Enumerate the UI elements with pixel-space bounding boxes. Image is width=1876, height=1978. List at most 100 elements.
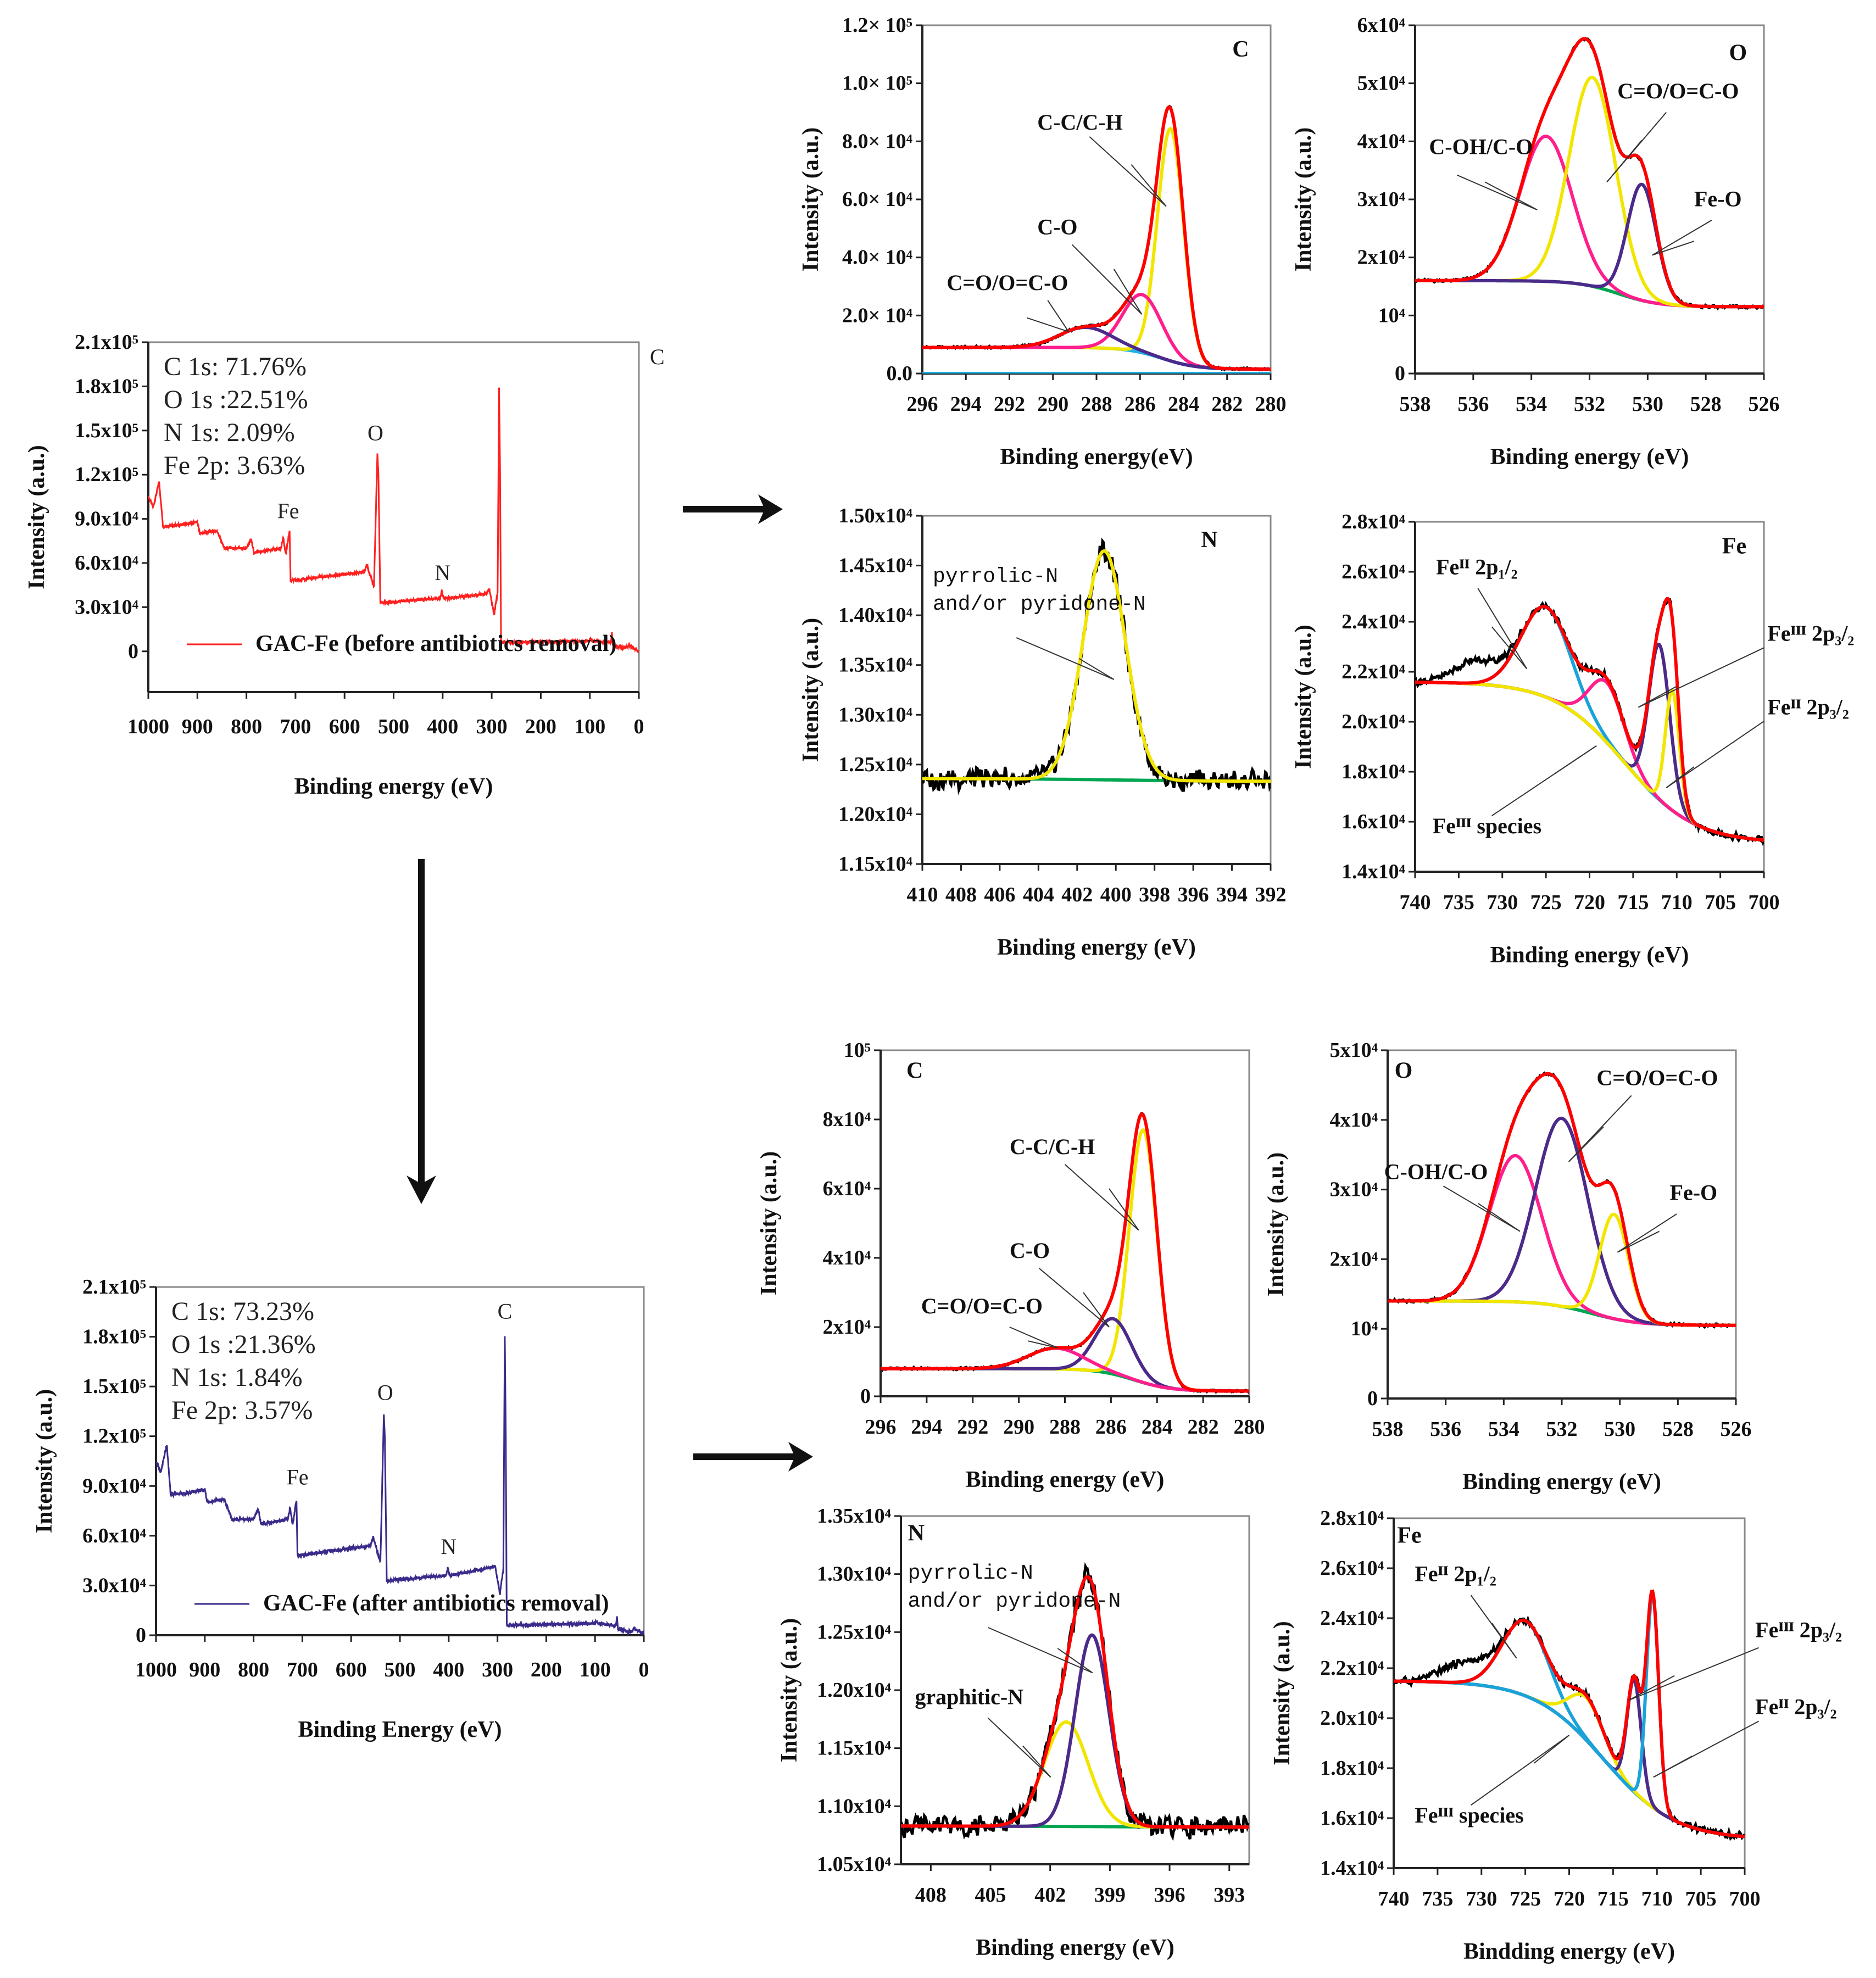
y-tick-label: 1.25x10⁴ bbox=[838, 753, 913, 776]
arrow-right-bottom bbox=[693, 1442, 813, 1472]
peak-annotation: C=O/O=C-O bbox=[921, 1294, 1043, 1318]
x-tick-label: 720 bbox=[1574, 891, 1605, 914]
annotation-leader-line bbox=[1628, 1675, 1675, 1701]
annotation-leader-line bbox=[1083, 1292, 1110, 1328]
x-tick-label: 400 bbox=[427, 715, 458, 738]
y-tick-label: 1.45x10⁴ bbox=[838, 554, 913, 577]
y-tick-label: 4x10⁴ bbox=[1330, 1108, 1378, 1132]
composition-label: O 1s :22.51% bbox=[164, 385, 308, 414]
x-tick-label: 538 bbox=[1372, 1418, 1404, 1441]
annotation-leader-line bbox=[1071, 244, 1143, 315]
x-tick-label: 730 bbox=[1466, 1887, 1497, 1910]
y-axis-title: Intensity (a.u.) bbox=[1270, 1621, 1295, 1765]
x-tick-label: 730 bbox=[1487, 891, 1518, 914]
chart-panel-C1s-after: 10⁵ 8x10⁴ 6x10⁴ 4x10⁴ 2x10⁴ 0 296 294 292 290 288 2… bbox=[756, 1039, 1265, 1492]
y-tick-label: 2.0× 10⁴ bbox=[842, 304, 913, 327]
y-tick-label: 1.4x10⁴ bbox=[1320, 1857, 1384, 1880]
x-tick-label: 735 bbox=[1422, 1887, 1453, 1910]
x-tick-label: 700 bbox=[1749, 891, 1780, 914]
annotation-leader-line bbox=[1028, 1340, 1058, 1349]
annotation-leader-line bbox=[1653, 1756, 1693, 1778]
survey-spectrum-line bbox=[156, 1336, 644, 1635]
x-tick-label: 530 bbox=[1632, 393, 1663, 416]
panel-element-label: C bbox=[1232, 37, 1249, 62]
y-tick-label: 3.0x10⁴ bbox=[75, 595, 139, 619]
legend-label: GAC-Fe (before antibiotics removal) bbox=[255, 631, 616, 656]
y-tick-label: 6x10⁴ bbox=[823, 1177, 871, 1200]
y-tick-label: 6.0x10⁴ bbox=[82, 1524, 147, 1547]
x-tick-label: 290 bbox=[1003, 1416, 1034, 1439]
y-tick-label: 5x10⁴ bbox=[1357, 72, 1406, 95]
y-tick-label: 1.5x10⁵ bbox=[82, 1375, 146, 1398]
x-tick-label: 500 bbox=[378, 715, 409, 738]
x-tick-label: 532 bbox=[1574, 393, 1605, 416]
peak-annotation: and/or pyridone-N bbox=[908, 1590, 1121, 1613]
peak-label: O bbox=[377, 1380, 393, 1405]
chart-panels: 2.1x10⁵ 1.8x10⁵ 1.5x10⁵ 1.2x10⁵ 9.0x10⁴ 6.0x1… bbox=[24, 14, 1854, 1964]
peak-annotation: Feᴵᴵᴵ 2p₃/₂ bbox=[1767, 621, 1854, 646]
chart-panel-O1s-after: 5x10⁴ 4x10⁴ 3x10⁴ 2x10⁴ 10⁴ 0 538 536 534 532 530 5… bbox=[1263, 1039, 1752, 1495]
x-tick-label: 800 bbox=[231, 715, 262, 738]
peak-annotation: Fe-O bbox=[1670, 1180, 1718, 1205]
plot-area bbox=[1415, 37, 1764, 311]
y-tick-label: 1.40x10⁴ bbox=[838, 604, 913, 627]
x-tick-label: 100 bbox=[580, 1658, 611, 1681]
x-tick-label: 900 bbox=[182, 715, 213, 738]
x-tick-label: 528 bbox=[1662, 1418, 1694, 1441]
y-tick-label: 2.8x10⁴ bbox=[1320, 1507, 1384, 1530]
annotation-leader-line bbox=[1047, 300, 1070, 332]
x-tick-label: 705 bbox=[1685, 1887, 1717, 1910]
annotation-leader-line bbox=[1131, 164, 1167, 207]
x-tick-label: 408 bbox=[945, 883, 977, 906]
composition-label: C 1s: 71.76% bbox=[164, 352, 307, 381]
annotation-leader-line bbox=[1471, 1735, 1570, 1806]
plot-area bbox=[1415, 597, 1764, 846]
x-tick-label: 398 bbox=[1139, 883, 1170, 906]
x-axis-title: Binding energy (eV) bbox=[294, 774, 493, 799]
x-tick-label: 700 bbox=[1729, 1887, 1761, 1910]
plot-area bbox=[148, 387, 639, 654]
x-tick-label: 294 bbox=[950, 393, 982, 416]
y-tick-label: 1.10x10⁴ bbox=[817, 1795, 892, 1818]
peak-annotation: C=O/O=C-O bbox=[1596, 1065, 1718, 1090]
y-axis-title: Intensity (a.u.) bbox=[777, 1618, 802, 1763]
y-tick-label: 1.20x10⁴ bbox=[838, 803, 913, 826]
x-tick-label: 100 bbox=[574, 715, 605, 738]
peak-annotation: C-OH/C-O bbox=[1384, 1160, 1488, 1184]
y-tick-label: 1.8x10⁵ bbox=[75, 375, 138, 398]
x-tick-label: 393 bbox=[1213, 1884, 1245, 1907]
y-axis-title: Intensity (a.u.) bbox=[1263, 1152, 1289, 1297]
y-tick-label: 5x10⁴ bbox=[1330, 1039, 1378, 1062]
annotation-leader-line bbox=[1477, 588, 1528, 670]
plot-area bbox=[901, 1562, 1249, 1841]
x-tick-label: 600 bbox=[329, 715, 360, 738]
x-axis-title: Binding Energy (eV) bbox=[298, 1717, 502, 1742]
y-axis-title: Intensity (a.u.) bbox=[756, 1151, 782, 1296]
y-tick-label: 10⁴ bbox=[1378, 304, 1406, 327]
annotation-leader-line bbox=[1568, 1126, 1604, 1162]
envelope-fit-line bbox=[901, 1575, 1249, 1829]
y-tick-label: 9.0x10⁴ bbox=[82, 1474, 147, 1497]
annotation-leader-line bbox=[1491, 626, 1527, 670]
peak-annotation: Feᴵᴵ 2p₁/₂ bbox=[1436, 555, 1517, 580]
x-tick-label: 1000 bbox=[135, 1658, 177, 1681]
composition-label: Fe 2p: 3.63% bbox=[164, 451, 305, 480]
annotation-leader-line bbox=[1109, 1188, 1139, 1231]
y-tick-label: 8x10⁴ bbox=[823, 1108, 871, 1131]
x-tick-label: 526 bbox=[1749, 393, 1780, 416]
y-tick-label: 1.2× 10⁵ bbox=[842, 14, 912, 37]
x-tick-label: 710 bbox=[1641, 1887, 1673, 1910]
x-tick-label: 1000 bbox=[127, 715, 169, 738]
annotation-leader-line bbox=[988, 1626, 1093, 1674]
chart-panel-N1s-after: 1.35x10⁴ 1.30x10⁴ 1.25x10⁴ 1.20x10⁴ 1.15x10⁴… bbox=[777, 1505, 1250, 1960]
annotation-leader-line bbox=[1456, 174, 1538, 210]
x-tick-label: 725 bbox=[1510, 1887, 1541, 1910]
chart-panel-C1s-before: 1.2× 10⁵ 1.0× 10⁵ 8.0× 10⁴ 6.0× 10⁴ 4.0× 10⁴… bbox=[798, 14, 1287, 470]
y-tick-label: 2.1x10⁵ bbox=[75, 331, 138, 354]
y-tick-label: 1.30x10⁴ bbox=[817, 1563, 892, 1586]
panel-element-label: C bbox=[906, 1058, 923, 1083]
annotation-leader-line bbox=[1026, 317, 1069, 332]
x-tick-label: 700 bbox=[280, 715, 311, 738]
